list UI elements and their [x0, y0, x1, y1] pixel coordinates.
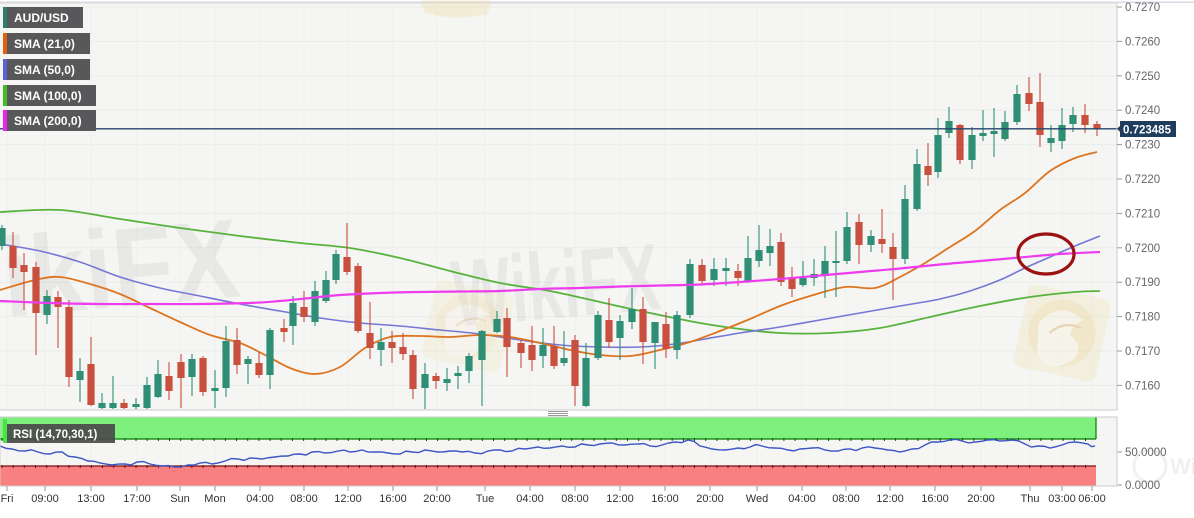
svg-text:Thu: Thu	[1021, 493, 1040, 505]
svg-text:08:00: 08:00	[561, 493, 589, 505]
svg-text:0.7260: 0.7260	[1125, 36, 1160, 48]
svg-text:20:00: 20:00	[423, 493, 451, 505]
svg-text:12:00: 12:00	[606, 493, 634, 505]
svg-text:SMA (21,0): SMA (21,0)	[14, 37, 75, 51]
svg-text:0.7180: 0.7180	[1125, 312, 1160, 324]
svg-text:03:00: 03:00	[1048, 493, 1076, 505]
svg-text:0.7190: 0.7190	[1125, 277, 1160, 289]
svg-text:12:00: 12:00	[334, 493, 362, 505]
svg-text:0.723485: 0.723485	[1123, 125, 1172, 137]
svg-text:06:00: 06:00	[1078, 493, 1106, 505]
svg-text:SMA (50,0): SMA (50,0)	[14, 63, 75, 77]
svg-text:SMA (100,0): SMA (100,0)	[14, 89, 82, 103]
svg-text:20:00: 20:00	[967, 493, 995, 505]
svg-text:0.7220: 0.7220	[1125, 174, 1160, 186]
svg-text:13:00: 13:00	[77, 493, 105, 505]
svg-text:0.7250: 0.7250	[1125, 71, 1160, 83]
svg-text:Mon: Mon	[204, 493, 225, 505]
svg-text:09:00: 09:00	[31, 493, 59, 505]
svg-text:SMA (200,0): SMA (200,0)	[14, 114, 82, 128]
svg-text:WikiFX: WikiFX	[0, 196, 244, 349]
svg-text:50.0000: 50.0000	[1125, 447, 1167, 459]
svg-text:16:00: 16:00	[921, 493, 949, 505]
svg-text:0.7160: 0.7160	[1125, 380, 1160, 392]
svg-text:AUD/USD: AUD/USD	[14, 11, 69, 25]
svg-text:16:00: 16:00	[651, 493, 679, 505]
svg-text:RSI (14,70,30,1): RSI (14,70,30,1)	[13, 429, 98, 441]
svg-text:04:00: 04:00	[246, 493, 274, 505]
svg-text:08:00: 08:00	[832, 493, 860, 505]
svg-text:0.7210: 0.7210	[1125, 208, 1160, 220]
svg-text:04:00: 04:00	[788, 493, 816, 505]
svg-text:20:00: 20:00	[696, 493, 724, 505]
svg-text:Fri: Fri	[1, 493, 14, 505]
svg-text:Tue: Tue	[476, 493, 495, 505]
svg-text:16:00: 16:00	[379, 493, 407, 505]
svg-text:0.7240: 0.7240	[1125, 105, 1160, 117]
svg-text:Sun: Sun	[170, 493, 190, 505]
svg-text:0.7230: 0.7230	[1125, 140, 1160, 152]
svg-text:0.7170: 0.7170	[1125, 346, 1160, 358]
svg-text:12:00: 12:00	[876, 493, 904, 505]
svg-text:0.7200: 0.7200	[1125, 243, 1160, 255]
svg-text:08:00: 08:00	[290, 493, 318, 505]
svg-text:Wed: Wed	[746, 493, 768, 505]
svg-text:04:00: 04:00	[516, 493, 544, 505]
svg-text:Wi: Wi	[1170, 454, 1194, 479]
svg-text:0.7270: 0.7270	[1125, 2, 1160, 14]
svg-text:17:00: 17:00	[123, 493, 151, 505]
svg-text:0.0000: 0.0000	[1125, 480, 1160, 492]
